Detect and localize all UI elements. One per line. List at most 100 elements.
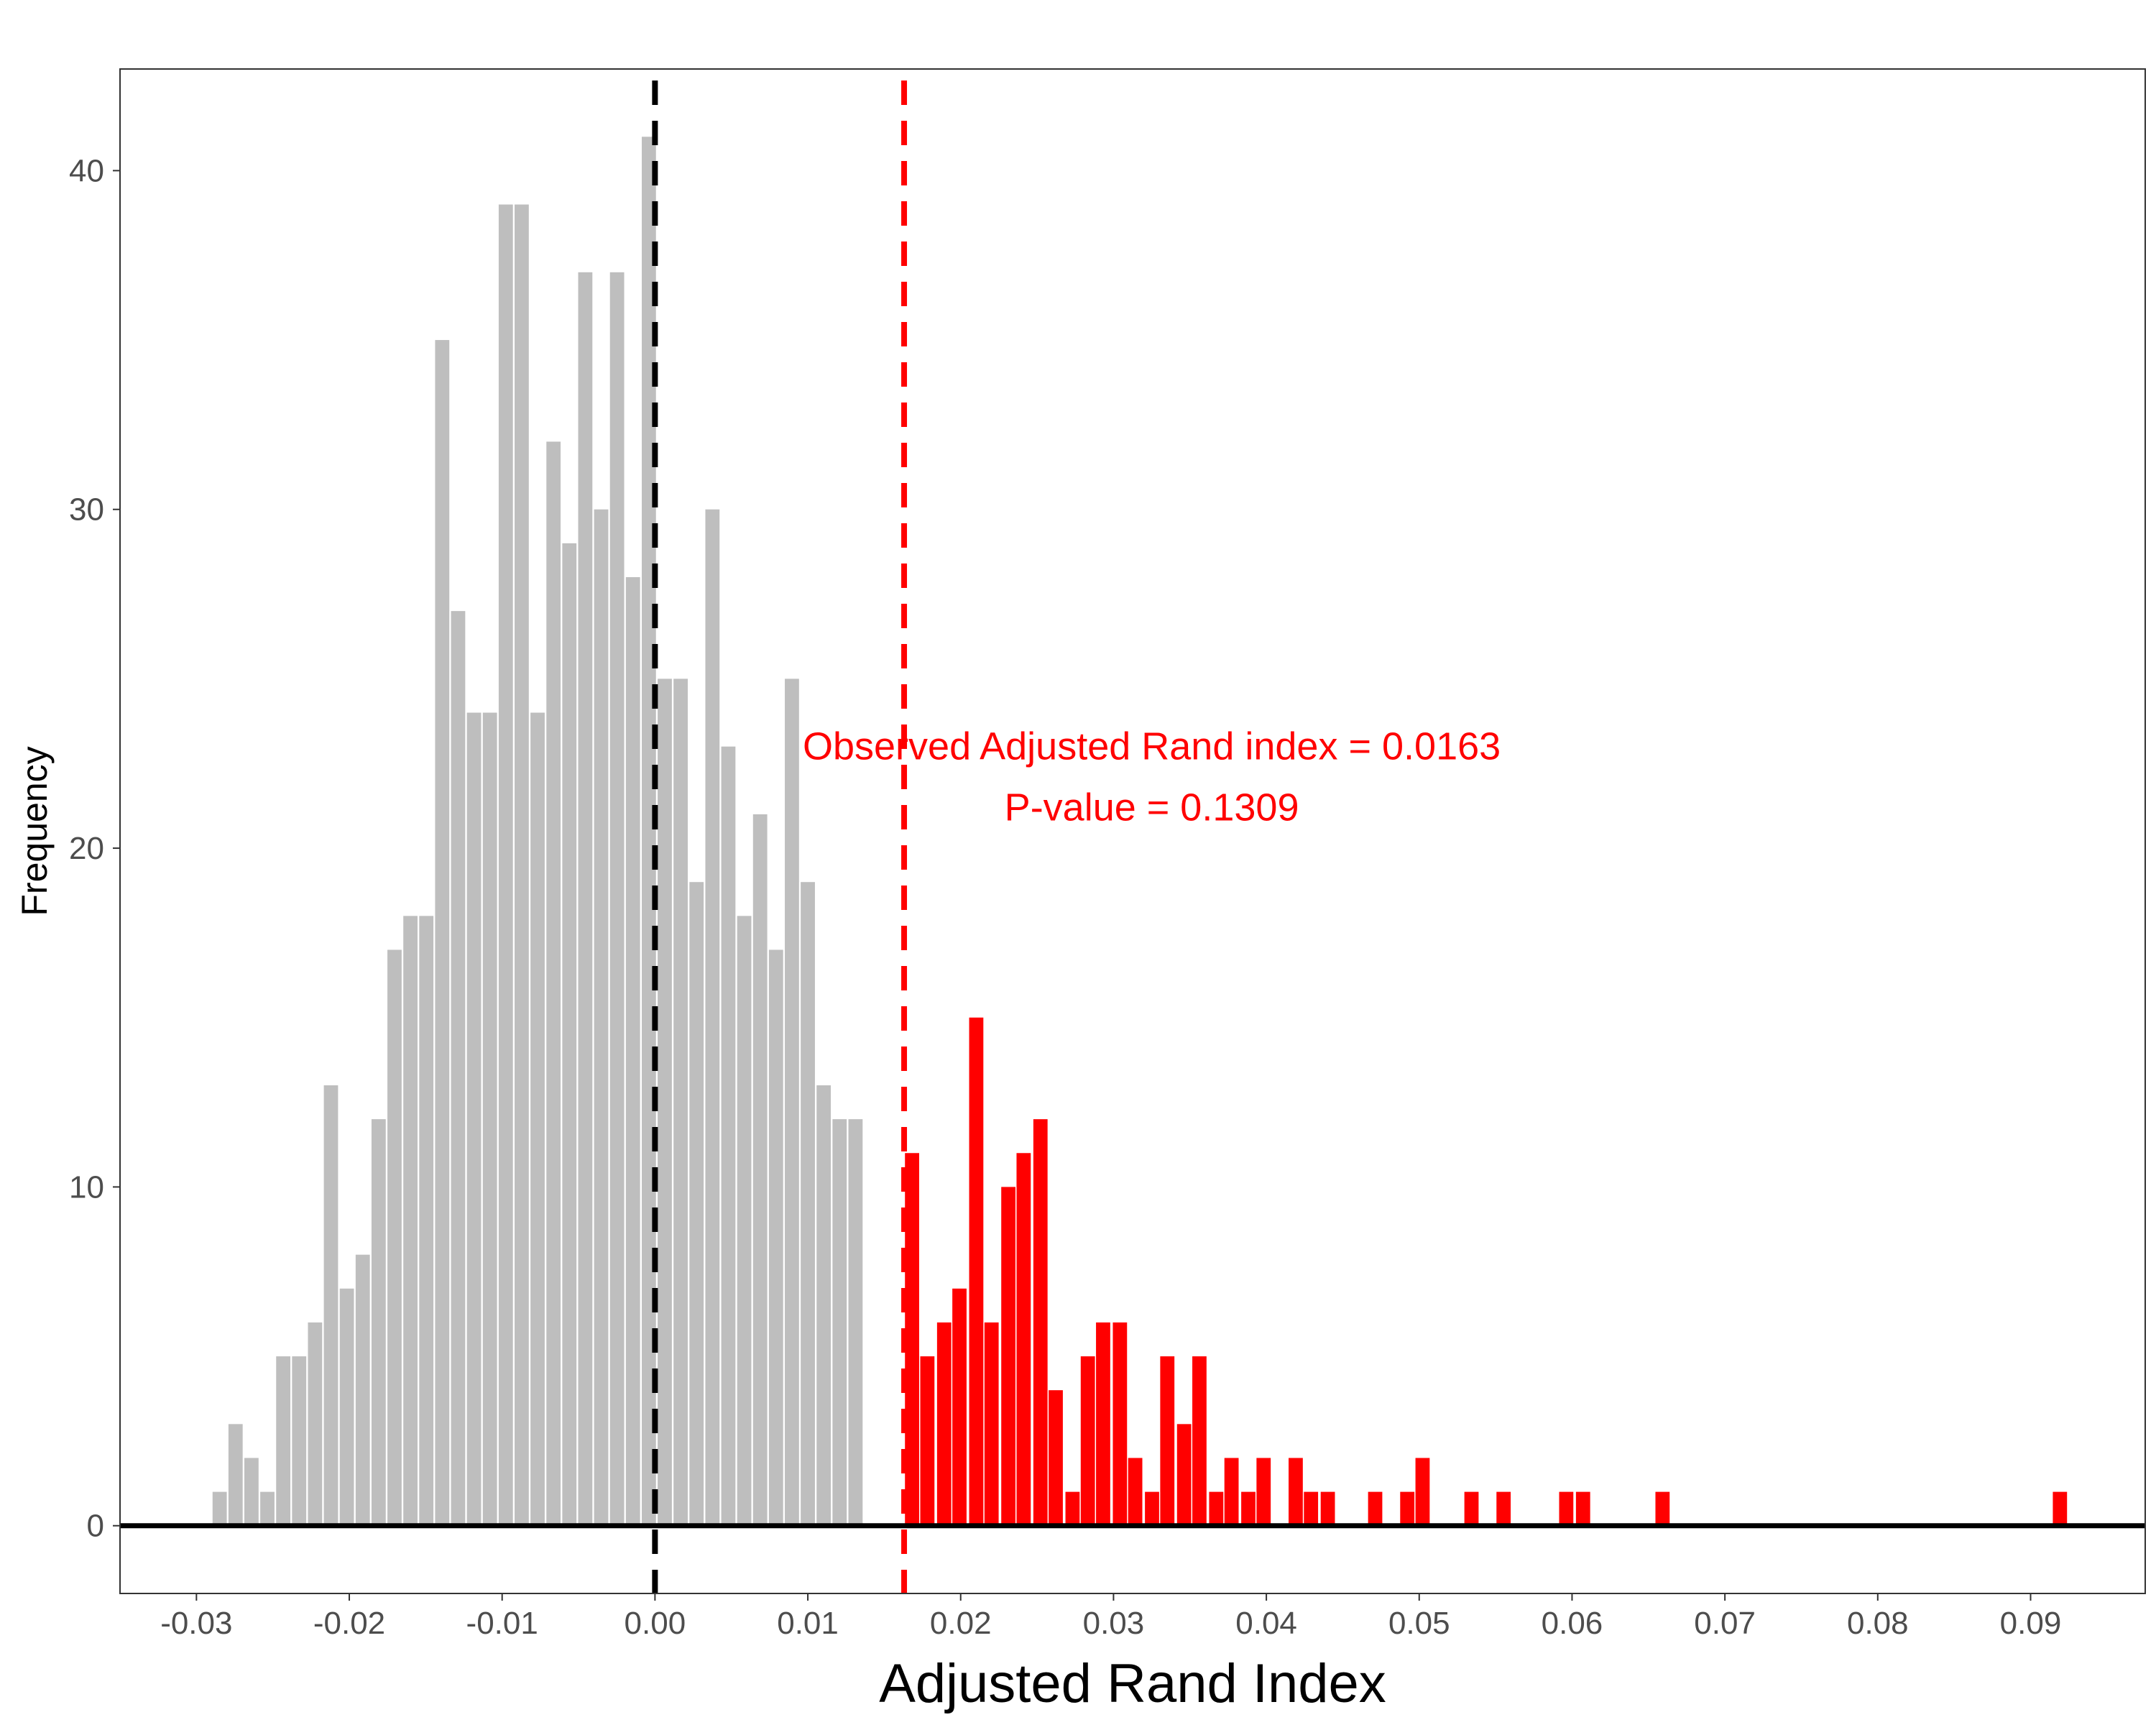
bar-null [308, 1322, 323, 1526]
bar-extreme [1289, 1458, 1303, 1526]
panel-border [119, 68, 2146, 1594]
histogram-bars [212, 137, 2068, 1526]
bar-null [323, 1085, 338, 1526]
bar-extreme [1049, 1390, 1063, 1526]
bar-null [419, 916, 434, 1526]
bar-null [403, 916, 418, 1526]
bar-extreme [1320, 1491, 1335, 1526]
x-tick-label: 0.03 [1083, 1606, 1145, 1641]
x-tick-label: 0.04 [1235, 1606, 1297, 1641]
bar-extreme [2053, 1491, 2068, 1526]
bar-extreme [1368, 1491, 1383, 1526]
x-tick-label: 0.00 [625, 1606, 686, 1641]
x-axis-ticks: -0.03 -0.02 -0.01 0.00 0.01 0.02 0.03 0.04 0.05 0… [160, 1593, 2061, 1641]
bar-null [212, 1491, 227, 1526]
bar-extreme [1415, 1458, 1430, 1526]
bar-null [609, 272, 625, 1526]
bar-extreme [1464, 1491, 1479, 1526]
bar-extreme [1065, 1491, 1080, 1526]
annotation-text: Observed Adjusted Rand index = 0.0163 [803, 725, 1501, 768]
bar-extreme [984, 1322, 999, 1526]
bar-null [785, 678, 799, 1526]
bar-extreme [1033, 1119, 1048, 1526]
bar-null [578, 272, 593, 1526]
reference-lines [652, 80, 908, 1593]
bar-null [752, 814, 768, 1526]
y-tick-label: 10 [69, 1169, 104, 1205]
bar-null [721, 746, 736, 1526]
x-tick-label: 0.06 [1542, 1606, 1603, 1641]
x-tick-label: 0.02 [930, 1606, 992, 1641]
bar-extreme [1160, 1356, 1175, 1526]
bar-null [451, 611, 466, 1526]
bar-extreme [1112, 1322, 1128, 1526]
x-tick-label: -0.01 [466, 1606, 538, 1641]
bar-null [546, 441, 561, 1526]
bar-null [816, 1085, 831, 1526]
bar-null [625, 577, 640, 1526]
bar-null [658, 678, 672, 1526]
bar-extreme [1016, 1153, 1031, 1526]
bar-extreme [1209, 1491, 1224, 1526]
y-axis-title: Frequency [14, 746, 55, 916]
bar-extreme [1224, 1458, 1239, 1526]
bar-extreme [1496, 1491, 1511, 1526]
bar-null [530, 712, 545, 1526]
x-tick-label: -0.03 [160, 1606, 232, 1641]
bar-extreme [1241, 1491, 1256, 1526]
bar-null [482, 712, 497, 1526]
x-tick-label: 0.07 [1694, 1606, 1756, 1641]
bar-extreme [1256, 1458, 1271, 1526]
bar-null [801, 882, 815, 1526]
x-tick-label: 0.08 [1847, 1606, 1909, 1641]
bar-extreme [1575, 1491, 1590, 1526]
bar-null [768, 949, 783, 1526]
y-axis-ticks: 0 10 20 30 40 [69, 153, 120, 1544]
bar-null [355, 1254, 370, 1526]
bar-null [498, 204, 513, 1526]
bar-null [832, 1119, 847, 1526]
bar-null [673, 678, 688, 1526]
bar-null [689, 882, 704, 1526]
bar-null [562, 543, 577, 1526]
bar-null [848, 1119, 863, 1526]
x-axis-title: Adjusted Rand Index [879, 1653, 1386, 1714]
bar-null [435, 340, 450, 1526]
y-tick-label: 0 [87, 1509, 104, 1544]
bar-extreme [1655, 1491, 1670, 1526]
bar-extreme [1080, 1356, 1095, 1526]
bar-null [371, 1119, 386, 1526]
y-tick-label: 20 [69, 831, 104, 866]
annotation-text: P-value = 0.1309 [1005, 786, 1299, 829]
bar-null [737, 916, 752, 1526]
bar-null [292, 1356, 307, 1526]
x-tick-label: 0.09 [2000, 1606, 2062, 1641]
bar-extreme [1192, 1356, 1207, 1526]
bar-extreme [1559, 1491, 1574, 1526]
bar-extreme [1096, 1322, 1110, 1526]
x-tick-label: 0.05 [1388, 1606, 1450, 1641]
y-tick-label: 30 [69, 492, 104, 528]
bar-extreme [905, 1153, 919, 1526]
bar-extreme [1176, 1424, 1192, 1526]
bar-extreme [920, 1356, 935, 1526]
bar-extreme [936, 1322, 952, 1526]
bar-extreme [952, 1288, 967, 1526]
bar-null [276, 1356, 291, 1526]
bar-null [228, 1424, 243, 1526]
bar-null [515, 204, 529, 1526]
bar-null [244, 1458, 259, 1526]
bar-extreme [969, 1017, 984, 1526]
bar-extreme [1145, 1491, 1159, 1526]
bar-null [466, 712, 482, 1526]
bar-null [260, 1491, 275, 1526]
bar-extreme [1304, 1491, 1319, 1526]
x-tick-label: 0.01 [777, 1606, 839, 1641]
bar-null [705, 509, 720, 1526]
x-tick-label: -0.02 [313, 1606, 385, 1641]
bar-null [387, 949, 402, 1526]
bar-extreme [1400, 1491, 1415, 1526]
bar-extreme [1128, 1458, 1143, 1526]
